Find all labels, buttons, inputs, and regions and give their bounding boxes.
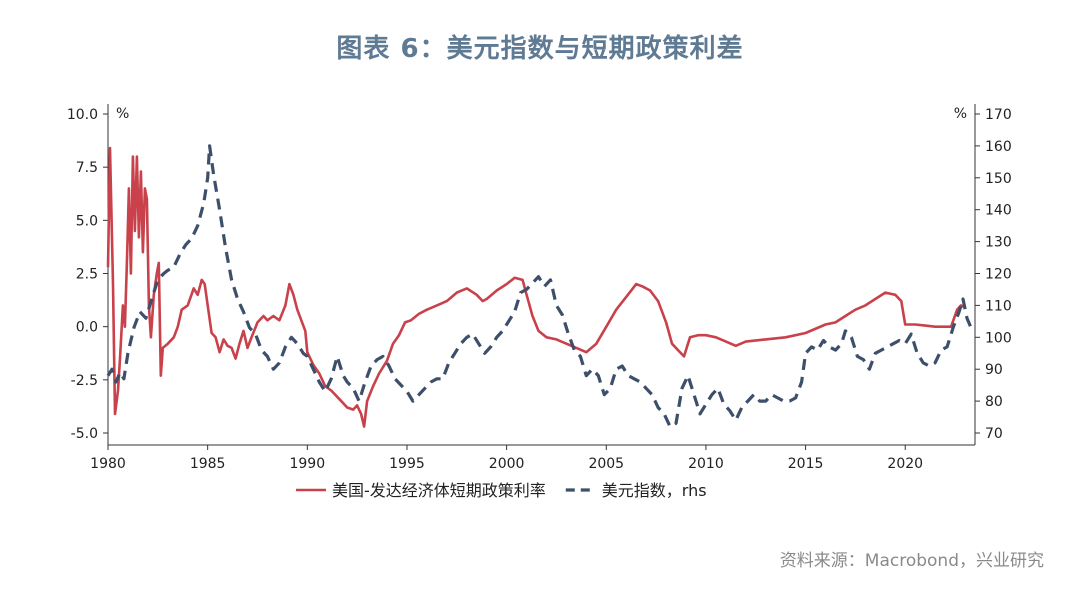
y-right-unit: % xyxy=(954,106,967,122)
x-tick-label: 2000 xyxy=(489,456,525,472)
y-left-unit: % xyxy=(116,106,129,122)
axes-group: 10.0 7.5 5.0 2.5 0.0 -2.5 -5.0% 170 160 150 140 130… xyxy=(67,104,1012,472)
y-left-tick-label: 2.5 xyxy=(76,267,98,283)
source-note: 资料来源：Macrobond，兴业研究 xyxy=(779,551,1044,571)
y-right-tick-label: 110 xyxy=(985,298,1012,314)
x-tick-label: 2015 xyxy=(788,456,824,472)
y-right-tick-label: 90 xyxy=(985,362,1003,378)
series-line-2 xyxy=(106,144,973,429)
x-tick-label: 1990 xyxy=(289,456,325,472)
y-left-tick-label: 10.0 xyxy=(67,107,98,123)
y-right-tick-label: 150 xyxy=(985,171,1012,187)
y-right-tick-label: 100 xyxy=(985,330,1012,346)
y-right-tick-label: 130 xyxy=(985,235,1012,251)
x-tick-label: 1980 xyxy=(90,456,126,472)
legend-label-1: 美国-发达经济体短期政策利率 xyxy=(332,481,546,500)
x-tick-label: 1995 xyxy=(389,456,425,472)
legend-label-2: 美元指数，rhs xyxy=(602,481,707,500)
series-line-1 xyxy=(106,146,966,428)
x-tick-label: 1985 xyxy=(190,456,226,472)
x-tick-label: 2005 xyxy=(588,456,624,472)
y-right-tick-label: 140 xyxy=(985,203,1012,219)
y-left-tick-label: 5.0 xyxy=(76,213,98,229)
y-right-tick-label: 70 xyxy=(985,426,1003,442)
x-tick-label: 2010 xyxy=(688,456,724,472)
y-left-tick-label: -2.5 xyxy=(71,373,98,389)
x-tick-label: 2020 xyxy=(887,456,923,472)
y-right-tick-label: 160 xyxy=(985,139,1012,155)
chart-title: 图表 6：美元指数与短期政策利差 xyxy=(336,34,744,64)
y-left-tick-label: 0.0 xyxy=(76,320,98,336)
y-right-tick-label: 80 xyxy=(985,394,1003,410)
y-right-tick-label: 170 xyxy=(985,107,1012,123)
y-right-tick-label: 120 xyxy=(985,267,1012,283)
legend: 美国-发达经济体短期政策利率 美元指数，rhs xyxy=(296,481,707,500)
y-left-tick-label: 7.5 xyxy=(76,160,98,176)
y-left-tick-label: -5.0 xyxy=(71,426,98,442)
series-group xyxy=(106,144,973,429)
